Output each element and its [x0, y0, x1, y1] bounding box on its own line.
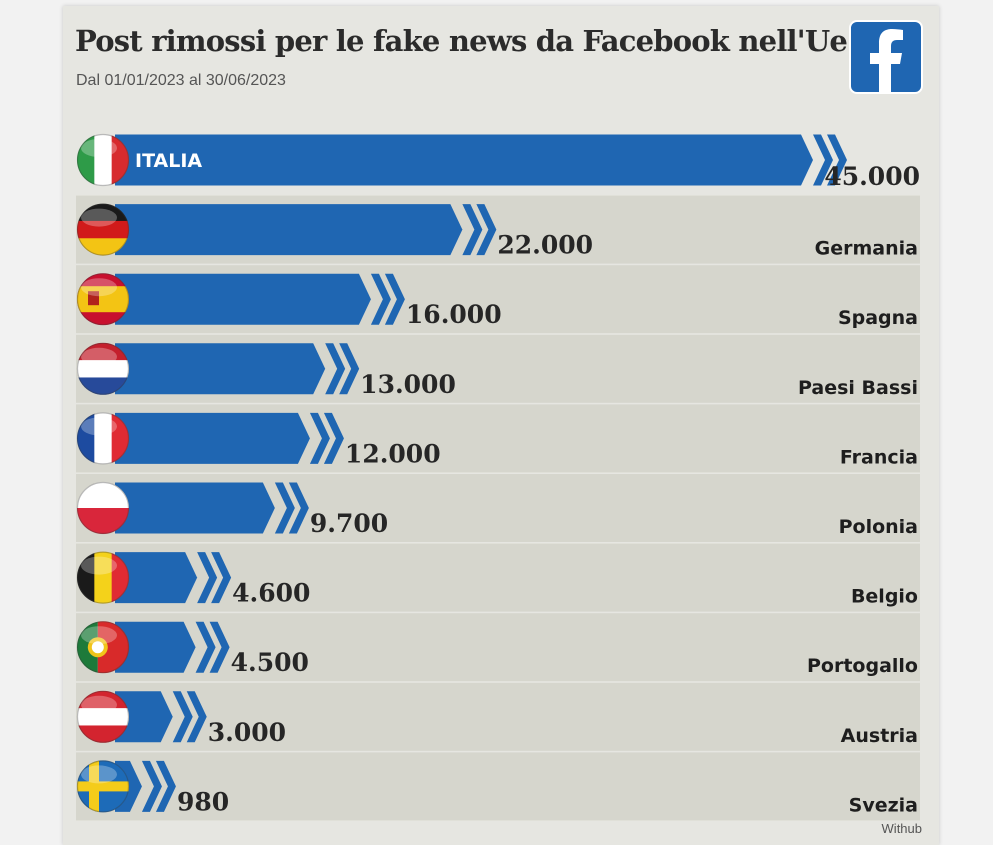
- flag-at-icon: [77, 690, 129, 743]
- country-label: Belgio: [851, 586, 918, 608]
- bar-chevron: [209, 621, 230, 673]
- flag-rim: [76, 760, 130, 813]
- bar-chevron: [462, 204, 483, 256]
- value-label: 980: [177, 787, 229, 816]
- value-label: 22.000: [497, 231, 593, 260]
- value-label: 12.000: [345, 439, 441, 468]
- country-label: Spagna: [838, 307, 918, 329]
- row-band: [76, 752, 920, 821]
- bar: [115, 482, 275, 534]
- country-label: Austria: [841, 725, 918, 747]
- bar-chevron: [476, 204, 497, 256]
- bar-row: 13.000 Paesi Bassi: [76, 334, 920, 403]
- bar-row: 9.700 Polonia: [76, 474, 920, 542]
- bar-row: 980 Svezia: [76, 752, 920, 821]
- flag-be-icon: [77, 551, 129, 604]
- bar-chevron: [172, 691, 193, 743]
- flag-rim: [76, 481, 130, 535]
- flag-de-icon: [77, 203, 129, 256]
- value-label: 4.500: [231, 648, 309, 677]
- bar: [115, 412, 310, 464]
- chart-subtitle: Dal 01/01/2023 al 30/06/2023: [76, 72, 286, 89]
- country-label: ITALIA: [135, 150, 202, 172]
- bar: [115, 552, 198, 604]
- bar-chevron: [323, 412, 344, 464]
- flag-rim: [76, 621, 130, 674]
- bar-chevron: [325, 343, 346, 395]
- bar: [115, 691, 173, 743]
- bar-chevron: [813, 134, 833, 186]
- flag-rim: [76, 551, 130, 604]
- country-label: Germania: [815, 238, 918, 260]
- flag-fr-icon: [77, 412, 129, 465]
- bar-row: 4.600 Belgio: [76, 543, 920, 612]
- bar: [115, 134, 813, 186]
- bar-chart: 45.000 ITALIA 22.000 Germania 16.000 Spagna 13…: [76, 133, 920, 821]
- bar-row: 45.000 ITALIA: [76, 133, 920, 191]
- bar-chevron: [384, 273, 405, 325]
- flag-rim: [76, 412, 130, 465]
- country-label: Portogallo: [807, 655, 918, 677]
- bar-row: 22.000 Germania: [76, 195, 920, 264]
- bar-chevron: [339, 343, 360, 395]
- bar-chevron: [155, 760, 176, 812]
- value-label: 3.000: [208, 718, 286, 747]
- bar-row: 3.000 Austria: [76, 682, 920, 751]
- value-label: 16.000: [406, 300, 502, 329]
- bar-chevron: [288, 482, 309, 534]
- flag-pt-icon: [77, 621, 129, 674]
- bar-row: 12.000 Francia: [76, 404, 920, 473]
- bar-chevron: [186, 691, 207, 743]
- value-label: 4.600: [232, 579, 310, 608]
- bar-row: 16.000 Spagna: [76, 265, 920, 334]
- flag-nl-icon: [77, 342, 129, 395]
- bar: [115, 621, 196, 673]
- bar-chevron: [309, 412, 330, 464]
- bar-chevron: [370, 273, 391, 325]
- value-label: 9.700: [310, 509, 388, 538]
- bar-chevron: [274, 482, 295, 534]
- flag-se-icon: [77, 760, 129, 813]
- bar-chevron: [141, 760, 162, 812]
- value-label: 45.000: [824, 162, 920, 191]
- bar-chevron: [197, 552, 218, 604]
- bar-chevron: [211, 552, 232, 604]
- bar-row: 4.500 Portogallo: [76, 613, 920, 682]
- source-credit: Withub: [881, 821, 922, 836]
- bar-chevron: [195, 621, 216, 673]
- bar: [115, 204, 463, 256]
- country-label: Francia: [840, 446, 918, 468]
- flag-rim: [76, 133, 130, 187]
- flag-rim: [76, 342, 130, 395]
- bar: [115, 343, 326, 395]
- flag-rim: [76, 690, 130, 743]
- country-label: Paesi Bassi: [798, 377, 918, 399]
- chart-title: Post rimossi per le fake news da Faceboo…: [75, 24, 848, 58]
- chart-card: Post rimossi per le fake news da Faceboo…: [63, 6, 939, 845]
- bar-chevron: [827, 134, 847, 186]
- flag-it-icon: [77, 134, 129, 186]
- flag-rim: [76, 203, 130, 256]
- country-label: Svezia: [849, 794, 918, 816]
- country-label: Polonia: [839, 516, 918, 538]
- flag-pl-icon: [77, 482, 129, 534]
- flag-es-icon: [77, 273, 129, 326]
- facebook-logo-icon: [849, 20, 923, 94]
- value-label: 13.000: [360, 370, 456, 399]
- bar: [115, 273, 371, 325]
- flag-rim: [76, 273, 130, 326]
- row-band: [76, 682, 920, 751]
